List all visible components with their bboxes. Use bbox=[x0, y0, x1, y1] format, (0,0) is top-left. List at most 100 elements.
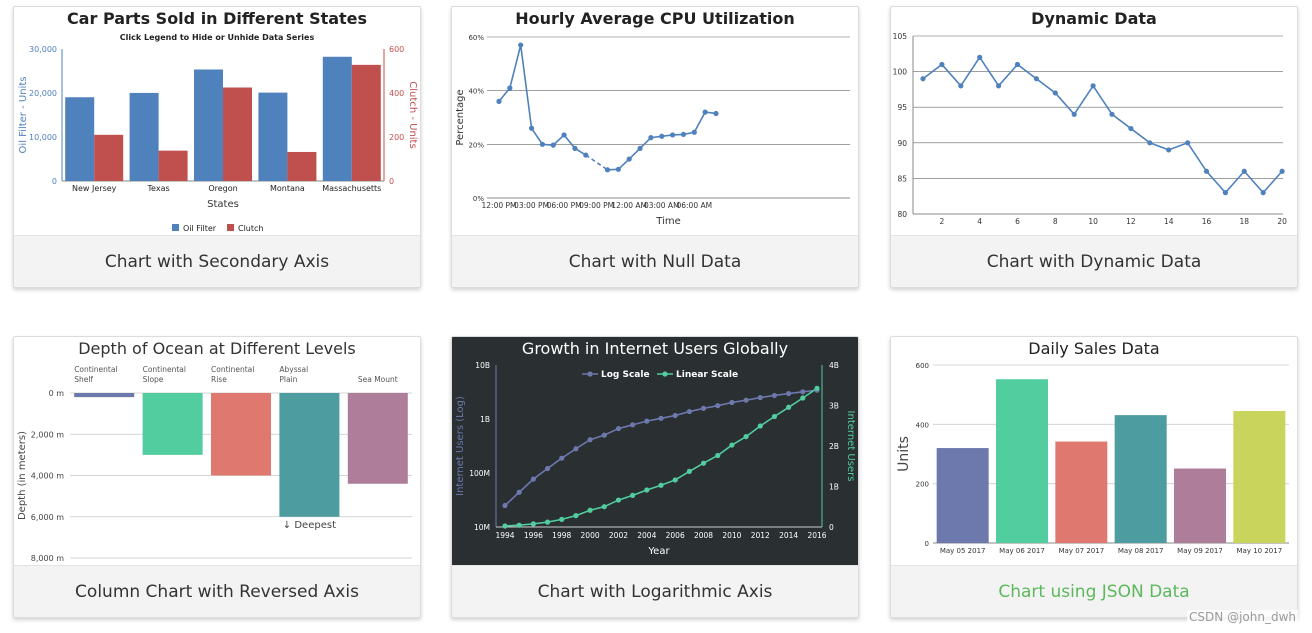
data-point bbox=[561, 132, 567, 138]
data-point-log bbox=[729, 399, 735, 406]
bar-clutch bbox=[223, 87, 252, 181]
x-tick-label: New Jersey bbox=[72, 184, 117, 193]
data-point bbox=[637, 145, 643, 151]
y-tick-label: 30,000 bbox=[29, 45, 57, 54]
x-tick-label: 12:00 PM bbox=[482, 201, 517, 210]
y-tick-label: 6,000 m bbox=[31, 513, 64, 522]
data-point bbox=[615, 166, 621, 172]
data-point-log bbox=[715, 403, 721, 409]
data-point bbox=[1071, 111, 1077, 117]
x-tick-label: 20 bbox=[1277, 217, 1287, 226]
y-tick-label: 0 m bbox=[49, 389, 65, 398]
x-tick-label: 2004 bbox=[637, 531, 656, 540]
x-tick-label: Rise bbox=[211, 375, 227, 384]
data-point bbox=[1260, 190, 1266, 196]
x-tick-label: Oregon bbox=[208, 184, 237, 193]
data-point-linear bbox=[686, 468, 692, 474]
bar-daily-sales bbox=[996, 379, 1048, 543]
x-tick-label: 18 bbox=[1240, 217, 1250, 226]
x-tick-label: 16 bbox=[1202, 217, 1212, 226]
y-tick-label: 95 bbox=[897, 103, 907, 112]
x-tick-label: Continental bbox=[143, 365, 186, 374]
data-point-log bbox=[502, 502, 508, 509]
logarithmic-axis-chart: Growth in Internet Users Globally 10M 100M… bbox=[455, 339, 856, 557]
y-tick-label: 80 bbox=[897, 210, 907, 219]
chart-subtitle: Click Legend to Hide or Unhide Data Seri… bbox=[120, 33, 315, 42]
x-tick-label: May 09 2017 bbox=[1177, 547, 1223, 555]
data-point bbox=[1185, 140, 1191, 146]
x-tick-label: 03:00 PM bbox=[514, 201, 549, 210]
data-point bbox=[648, 135, 654, 141]
data-point-log bbox=[800, 389, 806, 395]
chart-caption[interactable]: Chart with Dynamic Data bbox=[891, 235, 1297, 287]
chart-card-json-data[interactable]: Daily Sales Data 0 200 400 600 Units May 05 20… bbox=[890, 336, 1298, 618]
legend-marker-linear bbox=[662, 371, 668, 377]
data-point-linear bbox=[743, 434, 749, 440]
x-tick-label: May 05 2017 bbox=[940, 547, 986, 555]
x-tick-label: Continental bbox=[211, 365, 254, 374]
bar-clutch bbox=[351, 64, 381, 181]
chart-card-null-data[interactable]: Hourly Average CPU Utilization 0% 20% 40% 60… bbox=[451, 6, 859, 288]
series-line bbox=[607, 111, 717, 171]
data-point-log bbox=[615, 425, 622, 432]
chart-plot: Daily Sales Data 0 200 400 600 Units May 05 20… bbox=[891, 337, 1297, 565]
x-tick-label: May 06 2017 bbox=[999, 547, 1045, 555]
x-tick-label: Shelf bbox=[74, 375, 93, 384]
bar-daily-sales bbox=[1114, 415, 1167, 543]
chart-title: Car Parts Sold in Different States bbox=[67, 9, 367, 28]
bar-oil-filter bbox=[194, 69, 223, 181]
data-point bbox=[1222, 190, 1228, 196]
chart-title: Growth in Internet Users Globally bbox=[522, 339, 788, 358]
data-point bbox=[1166, 147, 1172, 153]
x-tick-label: 2006 bbox=[666, 531, 685, 540]
bar-daily-sales bbox=[936, 448, 989, 543]
chart-plot: Growth in Internet Users Globally 10M 100M… bbox=[452, 337, 858, 565]
bar-depth bbox=[347, 393, 408, 484]
x-tick-label: Abyssal bbox=[279, 365, 308, 374]
data-point-log bbox=[544, 465, 551, 472]
bar-oil-filter bbox=[65, 97, 95, 181]
data-point bbox=[550, 142, 556, 148]
x-tick-label: 1996 bbox=[524, 531, 543, 540]
chart-card-reversed-axis[interactable]: Depth of Ocean at Different Levels 0 m 2,0… bbox=[13, 336, 421, 618]
y-tick-label: 105 bbox=[893, 32, 908, 41]
data-point-log bbox=[644, 418, 650, 424]
data-point-linear bbox=[729, 442, 735, 448]
data-point-linear bbox=[800, 395, 806, 401]
chart-caption[interactable]: Chart with Secondary Axis bbox=[14, 235, 420, 287]
data-point bbox=[1033, 76, 1039, 82]
y2-axis-title: Internet Users bbox=[845, 411, 856, 482]
chart-card-logarithmic-axis[interactable]: Growth in Internet Users Globally 10M 100M… bbox=[451, 336, 859, 618]
data-point bbox=[702, 109, 708, 115]
chart-caption[interactable]: Chart with Logarithmic Axis bbox=[452, 565, 858, 617]
x-axis-title: Year bbox=[647, 546, 670, 557]
x-tick-label: 4 bbox=[977, 217, 982, 226]
x-tick-label: 12:00 AM bbox=[611, 201, 647, 210]
data-point bbox=[920, 76, 926, 82]
x-tick-label: 6 bbox=[1015, 217, 1020, 226]
bar-depth bbox=[279, 393, 340, 517]
y-tick-label: 0% bbox=[473, 195, 484, 203]
bar-depth bbox=[211, 393, 271, 476]
x-tick-label: Plain bbox=[279, 375, 297, 384]
y2-tick-label: 0 bbox=[389, 177, 394, 186]
data-point-log bbox=[573, 446, 579, 452]
y-tick-label: 600 bbox=[916, 362, 929, 370]
data-point-linear bbox=[700, 460, 707, 466]
x-tick-label: 2016 bbox=[807, 531, 826, 540]
chart-card-secondary-axis[interactable]: Car Parts Sold in Different States Click … bbox=[13, 6, 421, 288]
y-axis-title: Internet Users (Log) bbox=[455, 396, 466, 496]
data-point-linear bbox=[644, 487, 650, 493]
chart-caption-active[interactable]: Chart using JSON Data bbox=[891, 565, 1297, 617]
chart-title: Dynamic Data bbox=[1031, 9, 1157, 28]
y2-tick-label: 4B bbox=[829, 361, 839, 370]
bar-daily-sales bbox=[1233, 410, 1286, 543]
x-tick-label: Montana bbox=[270, 184, 305, 193]
data-point bbox=[626, 156, 632, 162]
chart-caption[interactable]: Column Chart with Reversed Axis bbox=[14, 565, 420, 617]
chart-caption[interactable]: Chart with Null Data bbox=[452, 235, 858, 287]
y-tick-label: 0 bbox=[52, 177, 57, 186]
bar-depth bbox=[142, 393, 203, 455]
chart-card-dynamic-data[interactable]: Dynamic Data 80 85 90 95 100 105 2 4 6 8 10 12 14 16 18… bbox=[890, 6, 1298, 288]
x-tick-label: 10 bbox=[1088, 217, 1098, 226]
